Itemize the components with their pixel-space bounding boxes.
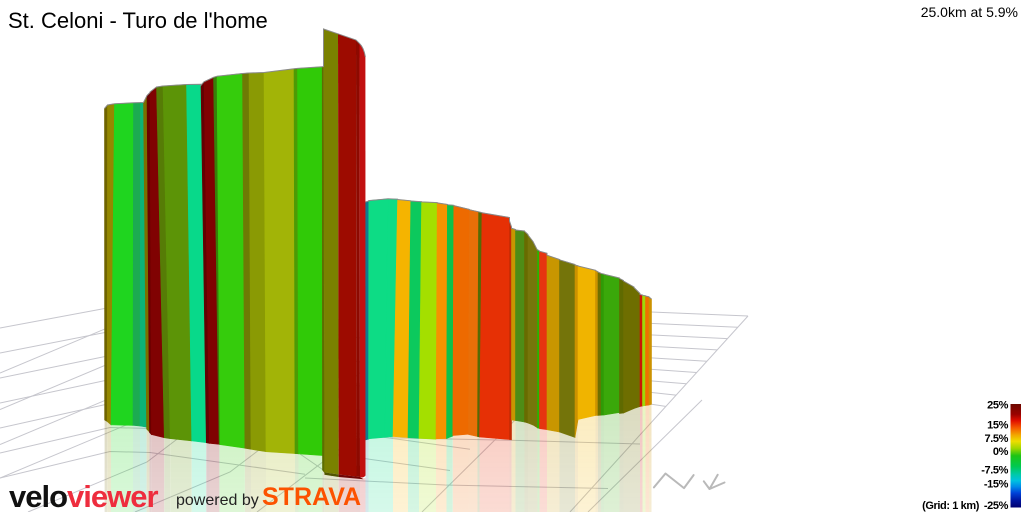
svg-text:powered by: powered by (176, 492, 259, 509)
svg-text:15%: 15% (987, 420, 1008, 432)
svg-text:0%: 0% (993, 446, 1009, 458)
svg-text:veloviewer: veloviewer (9, 479, 158, 512)
svg-text:STRAVA: STRAVA (262, 483, 361, 511)
svg-text:25%: 25% (987, 400, 1008, 412)
svg-text:-25%: -25% (984, 500, 1009, 512)
svg-text:7.5%: 7.5% (985, 433, 1009, 445)
svg-text:(Grid: 1 km): (Grid: 1 km) (922, 500, 980, 512)
svg-text:-7.5%: -7.5% (981, 465, 1008, 477)
svg-text:St. Celoni - Turo de l'home: St. Celoni - Turo de l'home (8, 8, 268, 33)
svg-text:25.0km at 5.9%: 25.0km at 5.9% (921, 4, 1018, 20)
svg-text:-15%: -15% (984, 479, 1009, 491)
